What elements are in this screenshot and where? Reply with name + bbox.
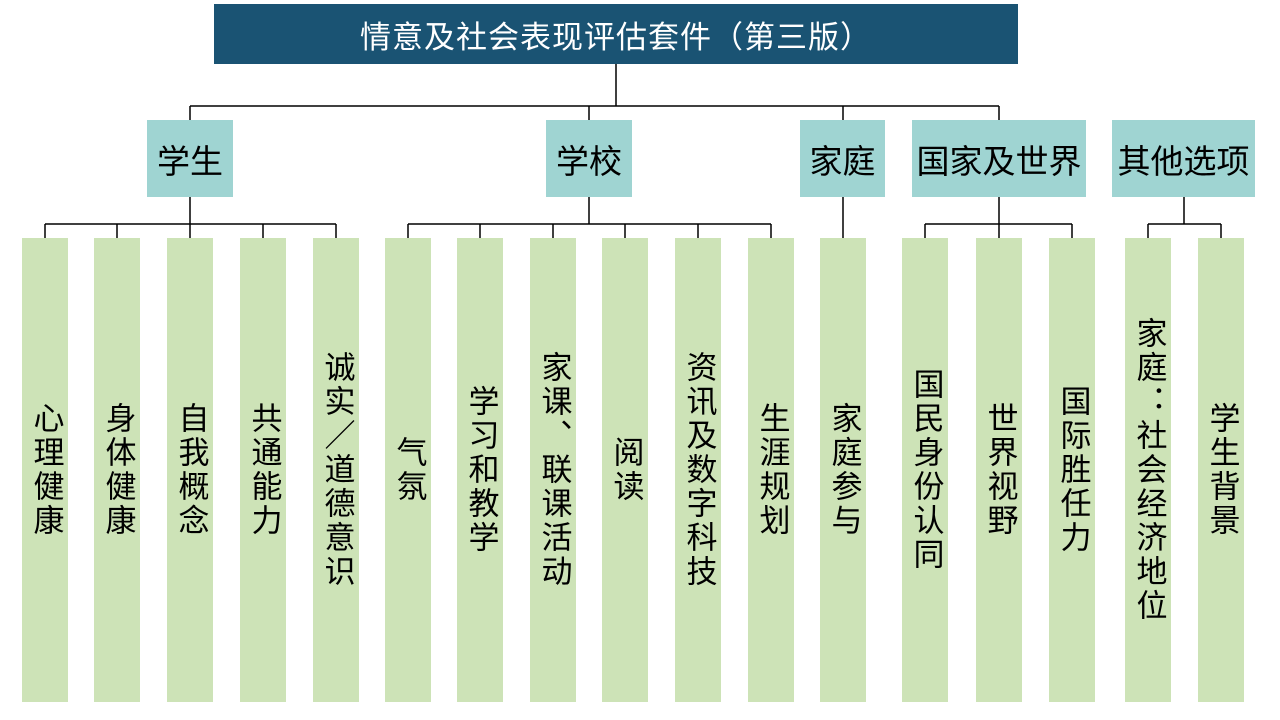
leaf-national-identity: 国民身份认同 [902,238,948,702]
leaf-global-vision: 世界视野 [976,238,1022,702]
category-label: 国家及世界 [916,141,1082,181]
leaf-label: 家庭：社会经济地位 [1130,317,1167,623]
leaf-physical-health: 身体健康 [94,238,140,702]
leaf-label: 自我概念 [172,402,209,538]
leaf-self-concept: 自我概念 [167,238,213,702]
leaf-generic-skills: 共通能力 [240,238,286,702]
category-other-options: 其他选项 [1112,120,1255,197]
leaf-label: 阅读 [607,436,644,504]
leaf-label: 心理健康 [27,402,64,538]
leaf-label: 诚实／道德意识 [318,351,355,589]
category-school: 学校 [546,120,632,197]
diagram-title-text: 情意及社会表现评估套件（第三版） [360,19,872,56]
leaf-global-competence: 国际胜任力 [1049,238,1095,702]
category-label: 学生 [157,141,223,181]
leaf-homework-activities: 家课、联课活动 [530,238,576,702]
leaf-honesty-morality: 诚实／道德意识 [313,238,359,702]
leaf-family-ses: 家庭：社会经济地位 [1125,238,1171,702]
category-nation-world: 国家及世界 [912,120,1086,197]
leaf-label: 家课、联课活动 [535,351,572,589]
leaf-label: 学习和教学 [462,385,499,555]
leaf-label: 国民身份认同 [907,368,944,572]
category-label: 其他选项 [1117,141,1250,181]
leaf-label: 学生背景 [1203,402,1240,538]
category-label: 学校 [556,141,622,181]
leaf-label: 共通能力 [245,402,282,538]
category-student: 学生 [147,120,233,197]
leaf-student-background: 学生背景 [1198,238,1244,702]
category-family: 家庭 [800,120,885,197]
leaf-family-involvement: 家庭参与 [820,238,866,702]
leaf-reading: 阅读 [602,238,648,702]
category-label: 家庭 [809,141,876,181]
leaf-atmosphere: 气氛 [385,238,431,702]
leaf-it-digital: 资讯及数字科技 [675,238,721,702]
diagram-title: 情意及社会表现评估套件（第三版） [214,4,1018,64]
leaf-label: 家庭参与 [825,402,862,538]
leaf-label: 国际胜任力 [1054,385,1091,555]
leaf-learning-teaching: 学习和教学 [457,238,503,702]
leaf-label: 世界视野 [981,402,1018,538]
leaf-label: 气氛 [390,436,427,504]
leaf-label: 身体健康 [99,402,136,538]
leaf-career-planning: 生涯规划 [748,238,794,702]
leaf-mental-health: 心理健康 [22,238,68,702]
leaf-label: 资讯及数字科技 [680,351,717,589]
leaf-label: 生涯规划 [753,402,790,538]
